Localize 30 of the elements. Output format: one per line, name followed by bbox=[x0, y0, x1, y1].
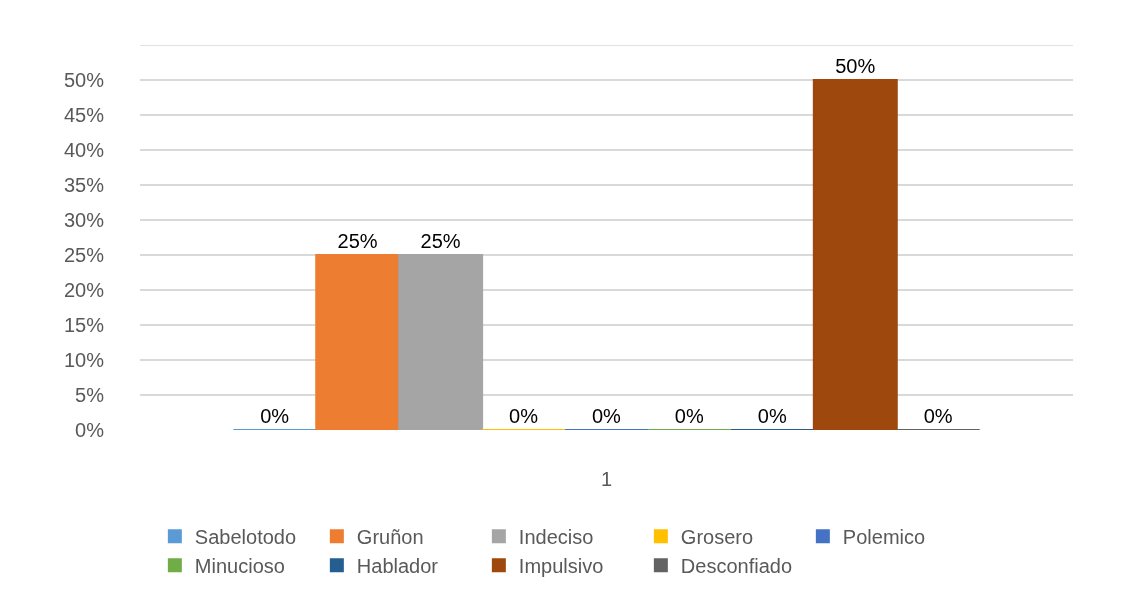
data-label: 25% bbox=[337, 230, 378, 252]
legend-label: Desconfiado bbox=[680, 554, 793, 577]
data-label: 0% bbox=[674, 405, 704, 427]
y-tick-label: 20% bbox=[63, 279, 105, 301]
y-tick-label: 50% bbox=[63, 69, 105, 91]
data-label: 50% bbox=[835, 55, 876, 77]
legend-label: Gruñon bbox=[356, 525, 424, 548]
data-label: 0% bbox=[260, 405, 290, 427]
y-tick-label: 10% bbox=[63, 349, 105, 371]
legend-label: Sabelotodo bbox=[194, 525, 297, 548]
y-tick-label: 0% bbox=[75, 419, 105, 441]
data-label: 25% bbox=[420, 230, 461, 252]
data-label: 0% bbox=[923, 405, 953, 427]
legend-label: Impulsivo bbox=[518, 554, 604, 577]
y-tick-label: 45% bbox=[63, 104, 105, 126]
y-tick-label: 5% bbox=[75, 384, 105, 406]
y-tick-label: 35% bbox=[63, 174, 105, 196]
y-tick-label: 40% bbox=[63, 139, 105, 161]
y-tick-label: 25% bbox=[63, 244, 105, 266]
y-tick-label: 15% bbox=[63, 314, 105, 336]
data-label: 0% bbox=[591, 405, 622, 427]
y-tick-label: 30% bbox=[63, 209, 105, 231]
legend-label: Polemico bbox=[842, 525, 926, 548]
legend-label: Hablador bbox=[356, 554, 439, 577]
legend-label: Grosero bbox=[680, 525, 754, 548]
legend-label: Indeciso bbox=[518, 525, 594, 548]
data-label: 0% bbox=[509, 405, 539, 427]
x-tick-label: 1 bbox=[600, 468, 613, 490]
legend-label: Minucioso bbox=[194, 554, 285, 577]
data-label: 0% bbox=[757, 405, 787, 427]
